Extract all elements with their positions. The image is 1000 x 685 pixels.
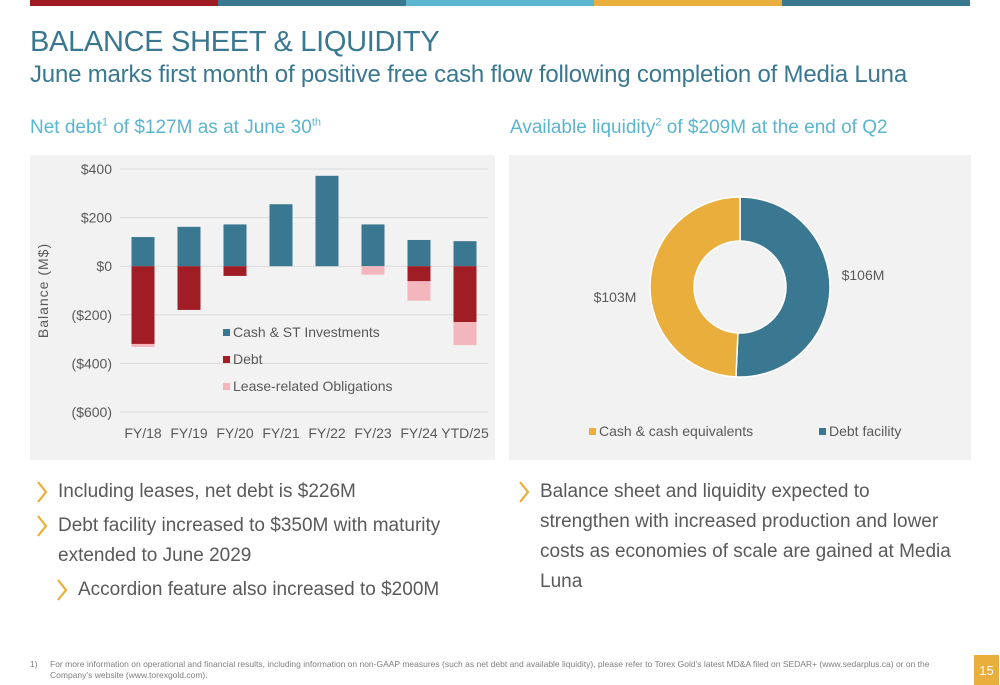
bar-cash [177, 226, 201, 267]
bar-lease [453, 322, 477, 346]
legend-label: Debt [233, 351, 263, 367]
net-debt-heading-footnote-ref: 1 [101, 116, 108, 129]
x-tick-label: FY/22 [308, 425, 346, 441]
liquidity-heading-text-b: of $209M at the end of Q2 [661, 117, 888, 138]
chevron-right-icon [37, 481, 48, 503]
top-color-bar [30, 0, 970, 6]
sub-bullet-item: Accordion feature also increased to $200… [52, 575, 492, 605]
bullet-item: Including leases, net debt is $226M [32, 477, 492, 507]
y-tick-label: ($400) [72, 355, 112, 371]
net-debt-heading: Net debt1 of $127M as at June 30th [30, 117, 321, 139]
slice-data-label: $103M [594, 289, 637, 305]
x-tick-label: FY/21 [262, 425, 300, 441]
x-tick-label: YTD/25 [441, 425, 489, 441]
bar-chart-panel: $400 $200 $0 ($200) ($400) ($600) Balance (M$)… [30, 155, 495, 460]
bar-cash [407, 239, 431, 267]
liquidity-heading: Available liquidity2 of $209M at the end… [510, 117, 888, 139]
legend-swatch [223, 356, 230, 363]
bar-cash [453, 241, 477, 267]
legend-label: Debt facility [829, 423, 901, 439]
y-tick-label: ($200) [72, 307, 112, 323]
bar-lease [361, 266, 385, 275]
chevron-right-icon [57, 579, 68, 601]
top-bar-segment [406, 0, 594, 6]
right-bullet-list: Balance sheet and liquidity expected to … [514, 477, 964, 597]
legend-swatch [223, 383, 230, 390]
top-bar-segment [594, 0, 782, 6]
slice-debt-facility [735, 196, 831, 378]
x-tick-label: FY/19 [170, 425, 208, 441]
left-bullet-list: Including leases, net debt is $226M Debt… [32, 477, 492, 605]
bar-debt [223, 266, 247, 276]
bullet-text: Accordion feature also increased to $200… [78, 579, 440, 600]
footnote-number: 1) [30, 659, 38, 669]
bar-debt [407, 266, 431, 282]
y-tick-label: $0 [96, 258, 112, 274]
top-bar-segment [30, 0, 218, 6]
footnote: 1) For more information on operational a… [30, 659, 950, 681]
slice-data-label: $106M [842, 267, 885, 283]
liquidity-heading-text-a: Available liquidity [510, 117, 656, 138]
chevron-right-icon [37, 515, 48, 537]
top-bar-segment [782, 0, 970, 6]
bullet-item: Balance sheet and liquidity expected to … [514, 477, 964, 597]
legend-label: Cash & cash equivalents [599, 423, 753, 439]
legend-label: Lease-related Obligations [233, 378, 393, 394]
x-tick-label: FY/23 [354, 425, 392, 441]
y-tick-label: ($600) [72, 404, 112, 420]
bullet-text: Debt facility increased to $350M with ma… [58, 515, 441, 566]
donut-chart-panel: $103M $106M Cash & cash equivalents Debt fa… [509, 155, 971, 460]
bar-lease [131, 343, 155, 347]
bar-cash [223, 224, 247, 267]
bullet-item: Debt facility increased to $350M with ma… [32, 511, 492, 571]
legend-swatch [819, 428, 826, 435]
chevron-right-icon [519, 481, 530, 503]
bar-cash [131, 237, 155, 267]
bar-lease [407, 281, 431, 301]
net-debt-heading-ordinal: th [311, 116, 322, 129]
slice-cash-equivalents [649, 196, 741, 378]
balance-bar-chart: $400 $200 $0 ($200) ($400) ($600) Balance (M$)… [35, 161, 489, 441]
page-subtitle: June marks first month of positive free … [30, 61, 907, 88]
legend-label: Cash & ST Investments [233, 324, 380, 340]
page-title: BALANCE SHEET & LIQUIDITY [30, 26, 440, 58]
bar-debt [177, 266, 201, 310]
page-number: 15 [974, 655, 999, 685]
legend-swatch [223, 329, 230, 336]
bullet-text: Including leases, net debt is $226M [58, 481, 356, 502]
footnote-text: For more information on operational and … [50, 659, 930, 680]
y-axis-label: Balance (M$) [35, 243, 51, 338]
bar-debt [131, 266, 155, 344]
x-tick-label: FY/24 [400, 425, 438, 441]
x-tick-label: FY/18 [124, 425, 162, 441]
legend-swatch [589, 428, 596, 435]
bar-debt [453, 266, 477, 323]
liquidity-heading-footnote-ref: 2 [655, 116, 662, 129]
bar-cash [315, 175, 339, 267]
liquidity-donut-chart: $103M $106M Cash & cash equivalents Debt fa… [589, 196, 901, 439]
bullet-text: Balance sheet and liquidity expected to … [540, 481, 951, 592]
top-bar-segment [218, 0, 406, 6]
x-tick-label: FY/20 [216, 425, 254, 441]
net-debt-heading-text-a: Net debt [30, 117, 102, 138]
y-tick-label: $400 [81, 161, 112, 177]
bar-cash [361, 224, 385, 267]
bar-cash [269, 204, 293, 267]
net-debt-heading-text-b: of $127M as at June 30 [107, 117, 312, 138]
y-tick-label: $200 [81, 210, 112, 226]
